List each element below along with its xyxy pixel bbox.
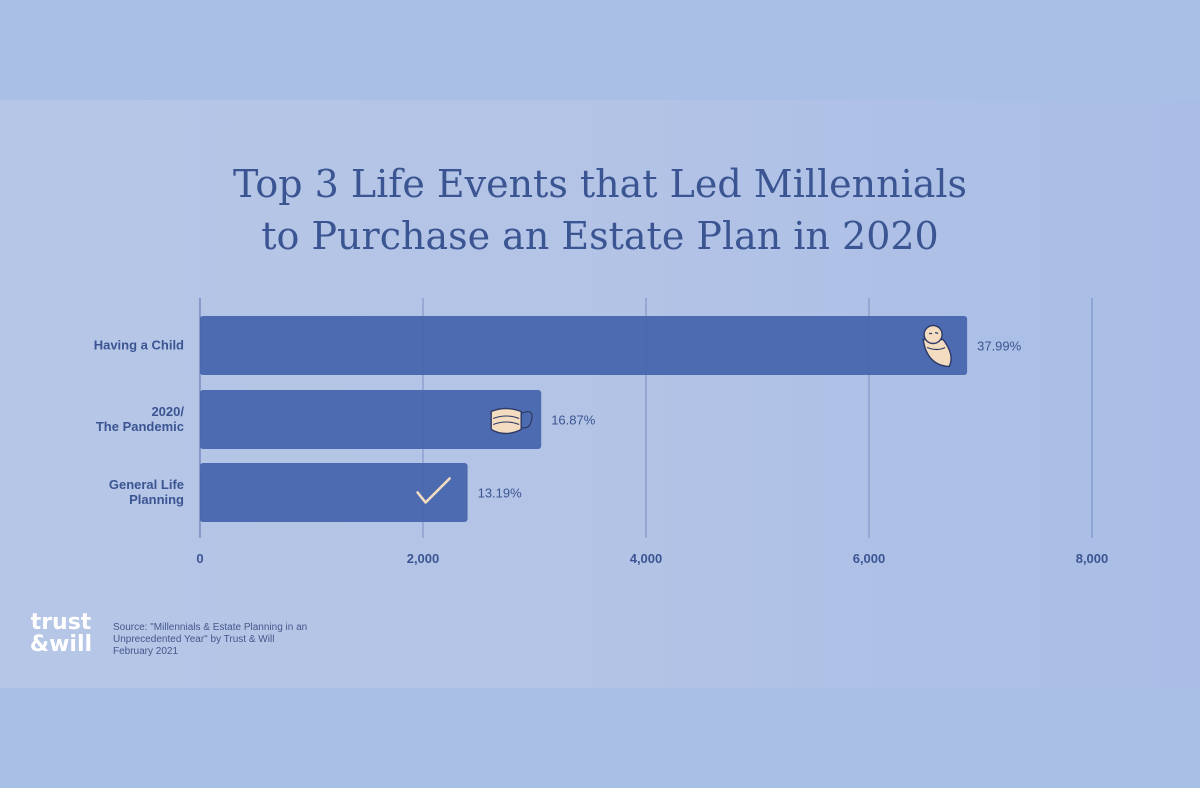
category-label-line: Planning — [129, 492, 184, 507]
chart-title: Top 3 Life Events that Led Millennials t… — [0, 158, 1200, 262]
source-note: Source: "Millennials & Estate Planning i… — [113, 622, 343, 658]
x-tick-label: 6,000 — [853, 551, 886, 566]
trust-and-will-logo: trust &will — [26, 612, 96, 664]
source-line-2: Unprecedented Year" by Trust & Will — [113, 634, 275, 645]
mask-pleats — [493, 415, 520, 425]
category-label-line: 2020/ — [151, 404, 184, 419]
data-label: 16.87% — [551, 413, 596, 428]
category-label: Having a Child — [94, 338, 184, 353]
category-label-line: General Life — [109, 477, 184, 492]
baby-head — [923, 324, 943, 345]
data-label: 37.99% — [977, 339, 1022, 354]
category-label: 2020/The Pandemic — [96, 404, 185, 434]
bar-1 — [200, 316, 968, 375]
source-line-3: February 2021 — [113, 646, 179, 657]
category-label: General Life Planning — [109, 477, 184, 507]
logo-line-2: &will — [29, 632, 93, 657]
chart-title-line-2: to Purchase an Estate Plan in 2020 — [261, 214, 939, 258]
logo-line-1: trust — [30, 610, 92, 635]
data-label: 13.19% — [478, 486, 523, 501]
category-label-line: The Pandemic — [96, 419, 184, 434]
source-line-1: Source: "Millennials & Estate Planning i… — [113, 622, 308, 633]
swaddle-shape — [922, 338, 952, 368]
baby-details — [926, 331, 946, 351]
mask-body — [490, 407, 522, 435]
category-label-line: Having a Child — [94, 338, 184, 353]
face-mask-icon — [490, 407, 533, 435]
bar-2 — [200, 390, 542, 449]
baby-icon — [922, 324, 952, 368]
chart-title-line-1: Top 3 Life Events that Led Millennials — [232, 162, 968, 206]
checkmark-icon — [416, 477, 451, 504]
x-tick-label: 8,000 — [1076, 551, 1109, 566]
x-tick-label: 0 — [196, 551, 203, 566]
mask-strap — [520, 411, 533, 429]
x-tick-label: 2,000 — [407, 551, 440, 566]
bar-3 — [200, 463, 468, 522]
x-tick-label: 4,000 — [630, 551, 663, 566]
